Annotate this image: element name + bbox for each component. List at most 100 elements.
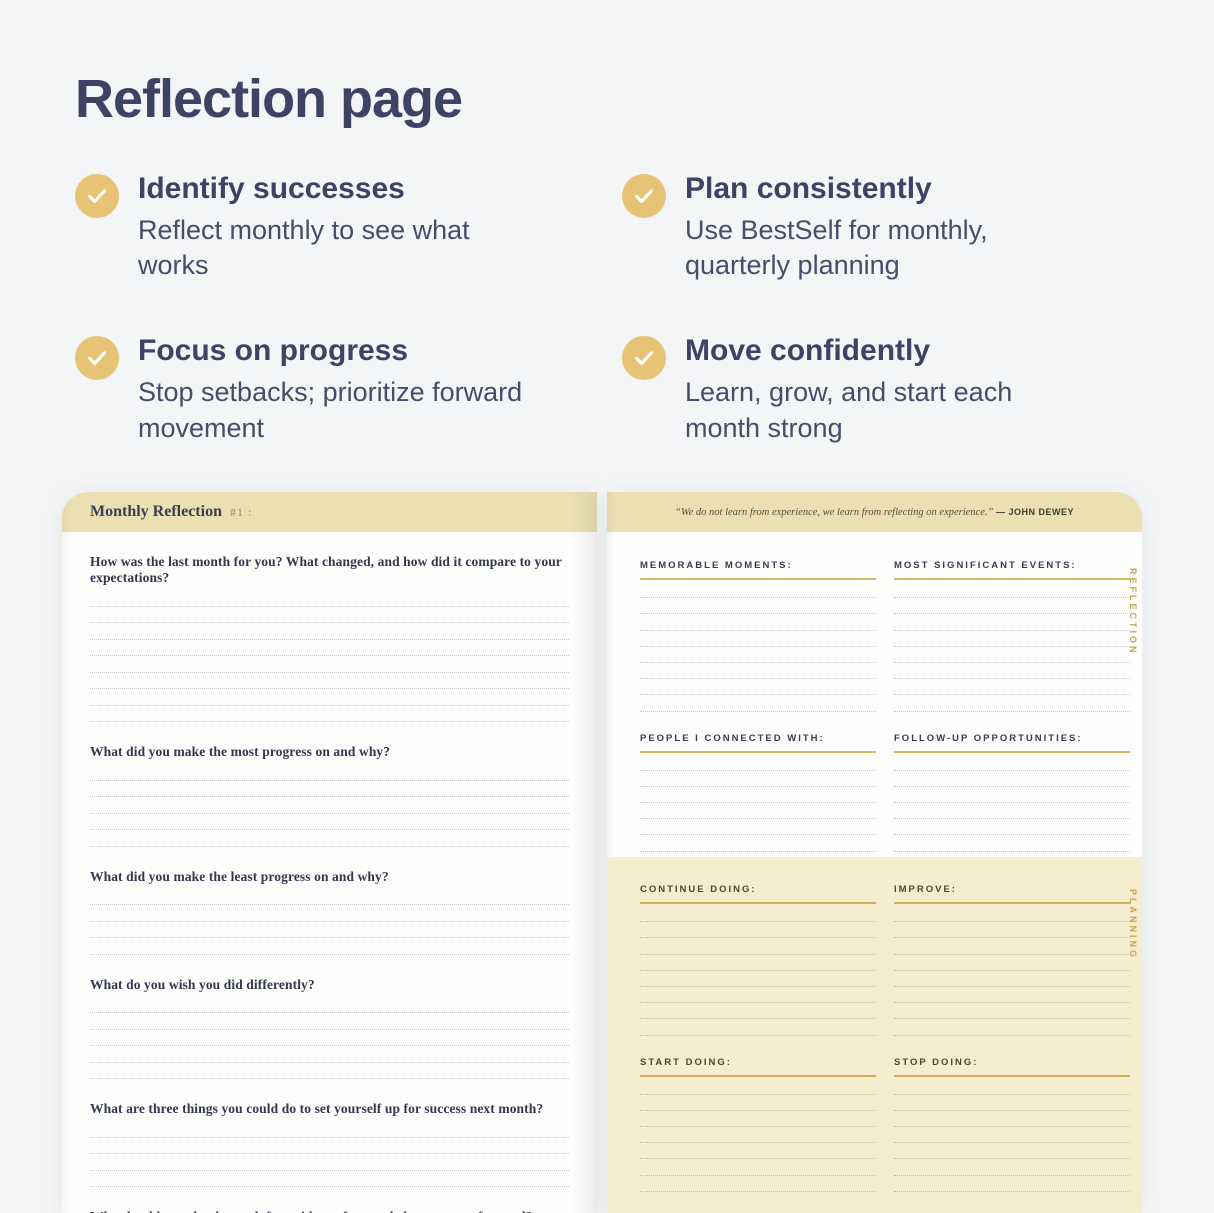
section-row: CONTINUE DOING: IMPROVE: (640, 884, 1142, 1036)
dotted-writing-line (90, 1013, 569, 1030)
left-page-header-band: Monthly Reflection #1 : (62, 492, 597, 532)
reflection-number: #1 : (229, 504, 253, 519)
dotted-writing-line (90, 1046, 569, 1063)
question-text: Who should you thank or ask for guidance… (90, 1209, 569, 1213)
dotted-writing-line (640, 1095, 876, 1111)
dotted-writing-line (894, 1159, 1130, 1176)
dotted-writing-line (90, 889, 569, 905)
dotted-writing-line (640, 906, 876, 923)
dotted-writing-line (894, 906, 1130, 923)
dotted-writing-line (640, 1003, 876, 1020)
section-header: STOP DOING: (894, 1057, 1130, 1077)
dotted-writing-line (640, 835, 876, 852)
answer-lines (640, 906, 876, 1036)
section-follow-up-opportunities: FOLLOW-UP OPPORTUNITIES: (894, 733, 1130, 868)
dotted-writing-line (90, 997, 569, 1013)
check-icon (75, 336, 119, 381)
dotted-writing-line (90, 1030, 569, 1046)
dotted-writing-line (90, 922, 569, 938)
planning-side-label: PLANNING (1128, 889, 1138, 960)
dotted-writing-line (894, 835, 1130, 852)
dotted-writing-line (90, 607, 569, 623)
feature-text: Focus on progress Stop setbacks; priorit… (138, 334, 538, 446)
check-icon (622, 174, 666, 218)
feature-identify-successes: Identify successes Reflect monthly to se… (75, 172, 622, 284)
feature-title: Move confidently (685, 334, 931, 368)
dotted-writing-line (894, 787, 1130, 804)
journal-right-page: “We do not learn from experience, we lea… (607, 492, 1142, 1213)
dotted-writing-line (894, 582, 1130, 599)
reflection-area: MEMORABLE MOMENTS: MOST SIGNIFICANT EVEN… (607, 532, 1142, 900)
dotted-writing-line (894, 922, 1130, 939)
section-header: PEOPLE I CONNECTED WITH: (640, 733, 876, 753)
dotted-writing-line (90, 689, 569, 706)
dotted-writing-line (640, 803, 876, 820)
section-stop-doing: STOP DOING: (894, 1057, 1130, 1192)
dotted-writing-line (894, 1127, 1130, 1144)
feature-title: Plan consistently (685, 172, 932, 205)
dotted-writing-line (894, 1143, 1130, 1160)
dotted-writing-line (90, 590, 569, 607)
answer-lines (90, 1121, 569, 1187)
feature-description: Learn, grow, and start each month strong (685, 376, 1013, 443)
monthly-reflection-title: Monthly Reflection (90, 503, 222, 520)
dotted-writing-line (640, 1111, 876, 1128)
section-row: MEMORABLE MOMENTS: MOST SIGNIFICANT EVEN… (640, 560, 1142, 712)
section-header: FOLLOW-UP OPPORTUNITIES: (894, 733, 1130, 753)
feature-focus-on-progress: Focus on progress Stop setbacks; priorit… (75, 334, 622, 446)
dotted-writing-line (640, 598, 876, 615)
journal-left-page: Monthly Reflection #1 : How was the last… (62, 492, 597, 1213)
answer-lines (894, 1079, 1130, 1192)
dotted-writing-line (90, 673, 569, 689)
dotted-writing-line (640, 971, 876, 987)
dotted-writing-line (894, 631, 1130, 647)
dotted-writing-line (640, 1159, 876, 1176)
answer-lines (640, 755, 876, 868)
dotted-writing-line (894, 614, 1130, 631)
question-block: What do you wish you did differently? (90, 977, 569, 1079)
dotted-writing-line (640, 663, 876, 680)
quote-text: “We do not learn from experience, we lea… (675, 507, 1074, 518)
dotted-writing-line (894, 971, 1130, 987)
dotted-writing-line (640, 955, 876, 971)
dotted-writing-line (894, 663, 1130, 680)
dotted-writing-line (894, 819, 1130, 836)
section-header: CONTINUE DOING: (640, 884, 876, 904)
question-block: How was the last month for you? What cha… (90, 554, 569, 722)
dotted-writing-line (894, 1111, 1130, 1128)
left-page-body: How was the last month for you? What cha… (62, 532, 597, 1213)
journal-spread-image: Monthly Reflection #1 : How was the last… (62, 492, 1142, 1213)
answer-lines (90, 997, 569, 1079)
section-improve: IMPROVE: (894, 884, 1130, 1036)
dotted-writing-line (894, 955, 1130, 971)
dotted-writing-line (640, 787, 876, 804)
feature-title: Identify successes (138, 172, 405, 205)
question-text: What did you make the most progress on a… (90, 744, 391, 759)
question-text: What are three things you could do to se… (90, 1101, 544, 1116)
dotted-writing-line (894, 938, 1130, 955)
answer-lines (894, 755, 1130, 868)
dotted-writing-line (640, 987, 876, 1004)
dotted-writing-line (640, 922, 876, 939)
dotted-writing-line (894, 987, 1130, 1004)
check-icon (622, 336, 666, 381)
answer-lines (640, 1079, 876, 1192)
question-block: What did you make the least progress on … (90, 869, 569, 955)
dotted-writing-line (90, 1154, 569, 1171)
dotted-writing-line (90, 706, 569, 722)
dotted-writing-line (640, 1079, 876, 1095)
dotted-writing-line (90, 830, 569, 847)
dotted-writing-line (90, 797, 569, 814)
section-continue-doing: CONTINUE DOING: (640, 884, 876, 1036)
dotted-writing-line (640, 695, 876, 712)
dotted-writing-line (894, 679, 1130, 696)
section-memorable-moments: MEMORABLE MOMENTS: (640, 560, 876, 712)
dotted-writing-line (90, 781, 569, 797)
dotted-writing-line (90, 1138, 569, 1154)
feature-description: Reflect monthly to see what works (138, 214, 470, 281)
question-block: What did you make the most progress on a… (90, 744, 569, 847)
feature-text: Move confidently Learn, grow, and start … (685, 334, 1085, 446)
answer-lines (894, 582, 1130, 712)
dotted-writing-line (640, 771, 876, 787)
